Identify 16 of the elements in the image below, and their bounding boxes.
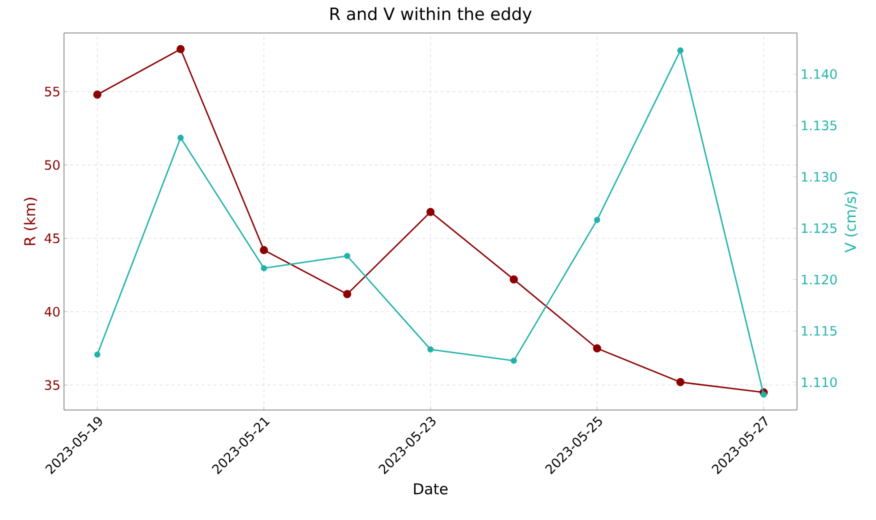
x-axis-title: Date (414, 483, 448, 494)
y-axis-title: R (km) (24, 198, 38, 246)
y-tick-label: 40 (44, 306, 60, 317)
y-tick-label: 55 (45, 86, 60, 96)
y2-tick-label: 1.130 (802, 172, 837, 182)
y-tick-label: 45 (44, 234, 60, 244)
y2-axis-title: V (cm/s) (844, 192, 858, 252)
y2-tick-label: 1.120 (802, 274, 837, 284)
y-tick-label: 35 (44, 380, 60, 390)
y2-tick-label: 1.110 (802, 377, 837, 388)
y2-tick-label: 1.125 (802, 223, 836, 234)
chart-title: R and V within the eddy (330, 7, 532, 24)
y2-tick-label: 1.140 (802, 69, 837, 79)
y2-tick-label: 1.115 (802, 326, 836, 336)
y-tick-label: 50 (45, 160, 60, 170)
y2-tick-label: 1.135 (802, 120, 836, 130)
